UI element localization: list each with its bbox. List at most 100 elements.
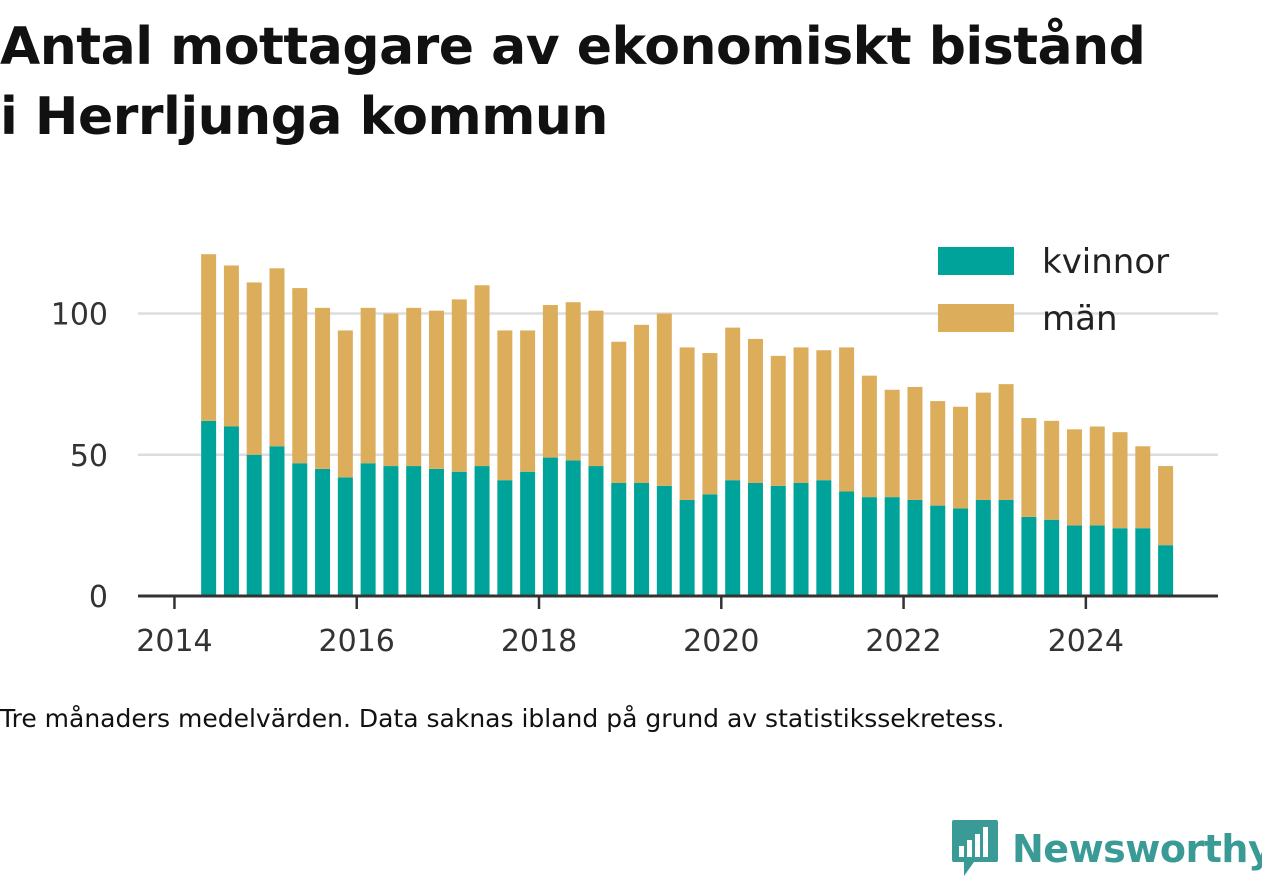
bar-man — [1112, 432, 1128, 529]
bar-man — [406, 307, 422, 467]
legend-swatch — [938, 247, 1014, 275]
bar-kvinnor — [679, 499, 695, 596]
bar-kvinnor — [360, 463, 376, 596]
chart-title: Antal mottagare av ekonomiskt bistånd i … — [0, 12, 1262, 152]
x-tick-label: 2020 — [683, 624, 759, 659]
y-tick-label: 100 — [51, 298, 108, 333]
title-line-1: Antal mottagare av ekonomiskt bistånd — [0, 17, 1146, 77]
bar-kvinnor — [1089, 525, 1105, 596]
bar-man — [679, 347, 695, 500]
bar-kvinnor — [1112, 528, 1128, 596]
bar-man — [520, 330, 536, 472]
bar-man — [246, 282, 262, 455]
bar-man — [315, 307, 331, 469]
bar-kvinnor — [520, 471, 536, 596]
bar-man — [907, 386, 923, 500]
bar-man — [656, 313, 672, 486]
bar-kvinnor — [383, 466, 399, 596]
bar-kvinnor — [747, 483, 763, 596]
bar-man — [747, 338, 763, 483]
bar-kvinnor — [1066, 525, 1082, 596]
bar-man — [930, 401, 946, 506]
bar-man — [337, 330, 353, 478]
legend-label: kvinnor — [1042, 242, 1169, 282]
bar-kvinnor — [611, 483, 627, 596]
bar-man — [269, 268, 285, 447]
chat-bar-chart-icon — [952, 820, 998, 876]
brand-name: Newsworthy — [1012, 827, 1262, 871]
x-tick-label: 2016 — [319, 624, 395, 659]
bar-man — [816, 350, 832, 481]
bar-kvinnor — [451, 471, 467, 596]
title-line-2: i Herrljunga kommun — [0, 87, 608, 147]
bar-kvinnor — [656, 485, 672, 596]
bar-man — [542, 305, 558, 458]
legend: kvinnor män — [938, 242, 1169, 339]
bar-kvinnor — [975, 499, 991, 596]
bar-kvinnor — [907, 499, 923, 596]
x-tick-label: 2022 — [865, 624, 941, 659]
y-tick-label: 0 — [89, 580, 108, 615]
x-tick-label: 2024 — [1048, 624, 1124, 659]
bar-kvinnor — [861, 497, 877, 596]
bar-man — [1044, 420, 1060, 520]
bar-man — [839, 347, 855, 492]
bar-man — [861, 375, 877, 498]
bar-kvinnor — [223, 426, 239, 596]
bar-kvinnor — [337, 477, 353, 596]
bar-man — [998, 384, 1014, 500]
bar-kvinnor — [702, 494, 718, 596]
bar-kvinnor — [839, 491, 855, 596]
bar-kvinnor — [930, 505, 946, 596]
bar-kvinnor — [1135, 528, 1151, 596]
bar-kvinnor — [884, 497, 900, 596]
bar-kvinnor — [542, 457, 558, 596]
bar-kvinnor — [725, 480, 741, 596]
legend-swatch — [938, 304, 1014, 332]
bars — [201, 254, 1174, 596]
x-tick-label: 2018 — [501, 624, 577, 659]
stacked-bar-chart: 0 50 100 2014 2016 2018 2020 2022 2024 kvinnor mä… — [51, 242, 1218, 659]
bar-man — [1089, 426, 1105, 526]
bar-kvinnor — [1158, 545, 1174, 596]
bar-man — [1158, 466, 1174, 546]
bar-man — [1021, 418, 1037, 517]
bar-man — [428, 310, 444, 469]
y-tick-label: 50 — [70, 439, 108, 474]
bar-man — [223, 265, 239, 427]
bar-kvinnor — [998, 499, 1014, 596]
bar-kvinnor — [953, 508, 969, 596]
bar-man — [360, 307, 376, 464]
bar-kvinnor — [1044, 519, 1060, 596]
bar-kvinnor — [793, 483, 809, 596]
bar-man — [292, 288, 308, 464]
bar-man — [702, 353, 718, 495]
bar-man — [1135, 446, 1151, 529]
bar-kvinnor — [634, 483, 650, 596]
bar-kvinnor — [770, 485, 786, 596]
bar-kvinnor — [474, 466, 490, 596]
bar-man — [770, 355, 786, 486]
bar-man — [884, 389, 900, 498]
bar-kvinnor — [428, 468, 444, 596]
bar-man — [725, 327, 741, 481]
bar-man — [588, 310, 604, 467]
bar-kvinnor — [246, 454, 262, 596]
x-tick-label: 2014 — [136, 624, 212, 659]
bar-kvinnor — [292, 463, 308, 596]
bar-man — [383, 313, 399, 467]
newsworthy-logo: Newsworthy — [950, 818, 1262, 880]
bar-man — [634, 324, 650, 483]
bar-man — [975, 392, 991, 500]
bar-kvinnor — [406, 466, 422, 596]
legend-label: män — [1042, 299, 1118, 339]
chart-note: Tre månaders medelvärden. Data saknas ib… — [0, 704, 1005, 733]
bar-man — [953, 406, 969, 509]
bar-kvinnor — [816, 480, 832, 596]
bar-man — [474, 285, 490, 467]
bar-kvinnor — [497, 480, 513, 596]
axes: 0 50 100 2014 2016 2018 2020 2022 2024 — [51, 298, 1218, 659]
bar-man — [793, 347, 809, 483]
bar-man — [497, 330, 513, 481]
bar-kvinnor — [269, 446, 285, 596]
